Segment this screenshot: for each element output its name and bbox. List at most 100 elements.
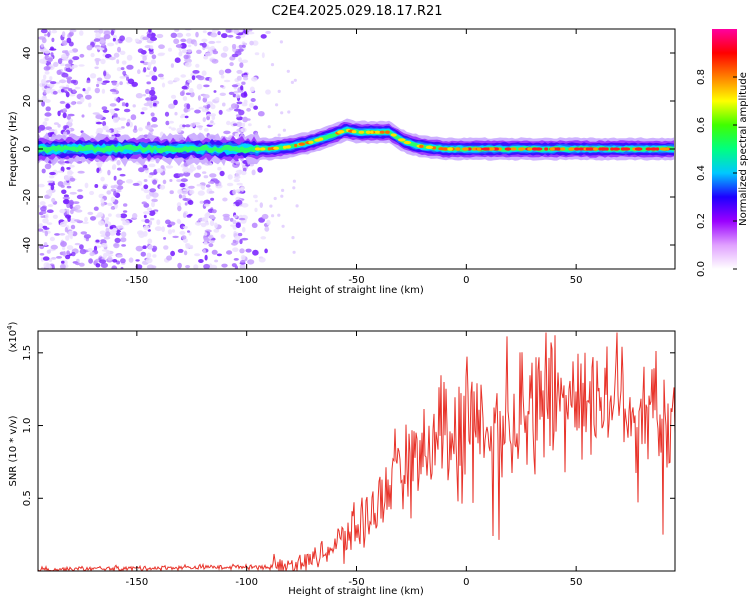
- noise-blob: [143, 225, 150, 231]
- noise-blob: [84, 182, 89, 189]
- noise-blob: [119, 50, 126, 55]
- noise-blob: [254, 207, 258, 213]
- noise-blob: [74, 242, 81, 246]
- noise-blob: [184, 58, 191, 62]
- noise-blob: [260, 34, 267, 39]
- noise-blob: [151, 265, 157, 269]
- noise-blob: [177, 173, 184, 177]
- top-x-ticks: -150 -100 -50 0 50: [125, 29, 583, 286]
- noise-blob: [222, 197, 228, 202]
- x-tick-label: -150: [125, 275, 148, 286]
- noise-blob: [245, 248, 252, 253]
- noise-blob: [171, 127, 176, 131]
- noise-blob: [203, 55, 209, 60]
- noise-blob: [209, 220, 215, 227]
- noise-blob: [79, 53, 85, 58]
- noise-blob: [218, 69, 225, 76]
- x-tick-label: 0: [463, 275, 469, 286]
- noise-blob: [51, 197, 56, 203]
- noise-blob: [51, 29, 58, 34]
- noise-blob: [116, 254, 123, 258]
- noise-blob: [145, 97, 152, 101]
- noise-dot: [281, 188, 285, 192]
- noise-blob: [142, 94, 147, 97]
- noise-blob: [74, 204, 81, 210]
- noise-blob: [95, 60, 100, 66]
- noise-dot: [277, 89, 281, 93]
- noise-blob: [183, 250, 188, 256]
- noise-blob: [209, 173, 217, 178]
- noise-blob: [242, 167, 247, 172]
- noise-blob: [167, 224, 172, 228]
- noise-blob: [233, 214, 238, 219]
- noise-blob: [107, 256, 113, 261]
- noise-blob: [223, 215, 230, 222]
- noise-dot: [279, 40, 283, 44]
- noise-blob: [137, 69, 141, 75]
- noise-blob: [90, 52, 95, 58]
- ridge-hotspot: [645, 147, 652, 151]
- noise-blob: [188, 185, 195, 189]
- noise-blob: [45, 87, 51, 94]
- noise-blob: [239, 264, 246, 269]
- ridge-hotspot: [578, 147, 584, 151]
- noise-blob: [77, 170, 85, 174]
- noise-blob: [69, 31, 74, 37]
- noise-blob: [154, 226, 163, 232]
- noise-blob: [115, 213, 122, 218]
- noise-blob: [109, 103, 117, 107]
- noise-blob: [185, 243, 191, 247]
- noise-blob: [241, 81, 246, 85]
- noise-blob: [50, 184, 55, 191]
- noise-blob: [227, 174, 233, 180]
- colorbar-ticks: 0.0 0.2 0.4 0.6 0.8: [696, 69, 737, 277]
- noise-blob: [76, 194, 84, 200]
- noise-blob: [189, 244, 194, 250]
- noise-blob: [142, 36, 149, 41]
- noise-blob: [177, 262, 182, 269]
- noise-blob: [258, 257, 266, 263]
- noise-blob: [135, 259, 140, 262]
- noise-blob: [38, 228, 44, 232]
- noise-blob: [38, 36, 46, 40]
- noise-blob: [203, 232, 208, 236]
- noise-blob: [221, 263, 228, 268]
- noise-blob: [168, 120, 174, 124]
- noise-blob: [47, 180, 54, 184]
- noise-blob: [203, 84, 210, 88]
- noise-blob: [66, 208, 70, 215]
- top-y-axis-label: Frequency (Hz): [8, 111, 19, 187]
- noise-blob: [197, 95, 201, 101]
- noise-blob: [48, 191, 53, 197]
- noise-blob: [227, 34, 234, 38]
- noise-blob: [44, 71, 50, 75]
- noise-blob: [180, 74, 186, 78]
- noise-blob: [103, 70, 107, 77]
- noise-blob: [193, 172, 201, 178]
- y-tick-label: 1.5: [22, 345, 33, 361]
- noise-blob: [222, 46, 229, 52]
- ridge-hotspot: [510, 147, 517, 151]
- noise-blob: [68, 93, 76, 97]
- noise-blob: [50, 52, 54, 57]
- noise-blob: [176, 127, 182, 133]
- noise-blob: [93, 206, 99, 211]
- noise-blob: [252, 249, 259, 256]
- noise-blob: [116, 59, 120, 64]
- ridge-hotspot: [419, 144, 424, 148]
- noise-blob: [148, 163, 156, 168]
- noise-blob: [242, 116, 248, 123]
- noise-blob: [74, 219, 80, 222]
- noise-blob: [69, 199, 74, 206]
- noise-blob: [119, 81, 123, 86]
- noise-blob: [45, 126, 52, 130]
- noise-blob: [65, 103, 71, 109]
- noise-blob: [138, 127, 143, 132]
- noise-blob: [249, 86, 255, 93]
- noise-blob: [100, 58, 106, 65]
- ridge-hotspot: [308, 140, 314, 144]
- noise-blob: [204, 46, 212, 50]
- noise-blob: [150, 217, 155, 221]
- noise-blob: [40, 43, 44, 48]
- ridge-hotspot: [259, 147, 266, 151]
